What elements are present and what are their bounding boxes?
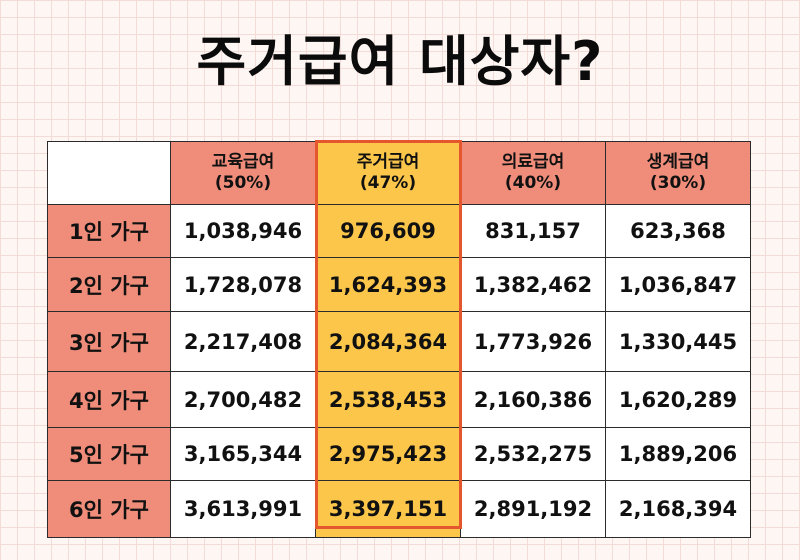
header-label: 생계급여: [646, 152, 710, 172]
table-header-row: 교육급여 (50%) 주거급여 (47%) 의료급여 (40%) 생계급여 (3…: [47, 141, 751, 205]
header-education-benefit: 교육급여 (50%): [170, 141, 316, 205]
table-cell: 2,975,423: [315, 427, 461, 481]
table-cell: 2,538,453: [315, 371, 461, 428]
table-cell: 1,624,393: [315, 257, 461, 312]
table-cell: 2,168,394: [605, 480, 751, 538]
table-cell: 623,368: [605, 204, 751, 258]
table-cell: 1,728,078: [170, 257, 316, 312]
table-cell: 1,038,946: [170, 204, 316, 258]
header-rate: (40%): [504, 173, 562, 193]
header-livelihood-benefit: 생계급여 (30%): [605, 141, 751, 205]
table-cell: 2,532,275: [460, 427, 606, 481]
table-cell: 1,382,462: [460, 257, 606, 312]
table-cell: 1,330,445: [605, 311, 751, 372]
header-housing-benefit: 주거급여 (47%): [315, 141, 461, 205]
header-rate: (47%): [359, 173, 417, 193]
table-cell: 2,160,386: [460, 371, 606, 428]
table-body: 1인 가구 1,038,946 976,609 831,157 623,368 2인 가구…: [47, 204, 751, 538]
table-cell: 976,609: [315, 204, 461, 258]
benefit-table: 교육급여 (50%) 주거급여 (47%) 의료급여 (40%) 생계급여 (3…: [47, 141, 751, 538]
row-label: 1인 가구: [47, 204, 171, 258]
row-label: 3인 가구: [47, 311, 171, 372]
table-cell: 2,891,192: [460, 480, 606, 538]
table-cell: 3,613,991: [170, 480, 316, 538]
header-corner-cell: [47, 141, 171, 205]
table-cell: 3,165,344: [170, 427, 316, 481]
table-cell: 1,889,206: [605, 427, 751, 481]
row-label: 2인 가구: [47, 257, 171, 312]
table-cell: 831,157: [460, 204, 606, 258]
header-label: 의료급여: [501, 152, 565, 172]
table-cell: 1,773,926: [460, 311, 606, 372]
header-rate: (50%): [214, 173, 272, 193]
header-label: 교육급여: [211, 152, 275, 172]
header-label: 주거급여: [356, 152, 420, 172]
table-cell: 2,700,482: [170, 371, 316, 428]
table-row: 4인 가구 2,700,482 2,538,453 2,160,386 1,620,28…: [47, 371, 751, 428]
table-row: 3인 가구 2,217,408 2,084,364 1,773,926 1,330,44…: [47, 311, 751, 372]
row-label: 4인 가구: [47, 371, 171, 428]
table-row: 5인 가구 3,165,344 2,975,423 2,532,275 1,889,20…: [47, 427, 751, 481]
table-cell: 1,036,847: [605, 257, 751, 312]
table-row: 1인 가구 1,038,946 976,609 831,157 623,368: [47, 204, 751, 258]
table-row: 2인 가구 1,728,078 1,624,393 1,382,462 1,036,84…: [47, 257, 751, 312]
table-cell: 2,084,364: [315, 311, 461, 372]
table-cell: 3,397,151: [315, 480, 461, 538]
table-cell: 2,217,408: [170, 311, 316, 372]
page-title: 주거급여 대상자?: [196, 30, 604, 93]
table-row: 6인 가구 3,613,991 3,397,151 2,891,192 2,168,39…: [47, 480, 751, 538]
row-label: 6인 가구: [47, 480, 171, 538]
table-cell: 1,620,289: [605, 371, 751, 428]
row-label: 5인 가구: [47, 427, 171, 481]
header-medical-benefit: 의료급여 (40%): [460, 141, 606, 205]
header-rate: (30%): [649, 173, 707, 193]
